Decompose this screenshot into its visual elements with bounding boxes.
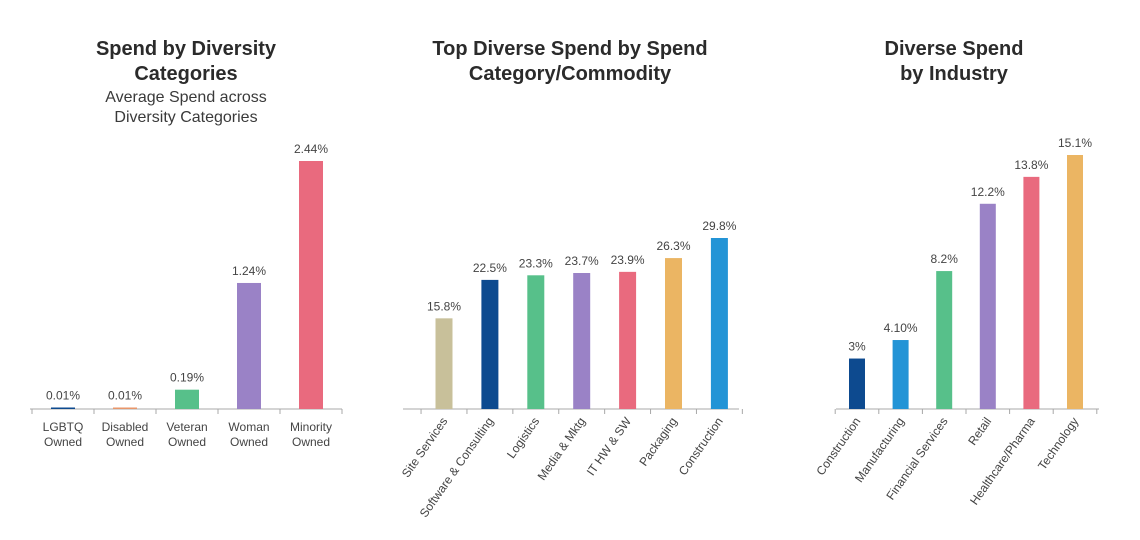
category-label: Owned xyxy=(230,435,268,449)
bar xyxy=(175,389,199,409)
bar xyxy=(573,273,591,409)
data-label: 23.3% xyxy=(519,256,553,270)
category-label: Owned xyxy=(44,435,82,449)
bar xyxy=(619,271,637,409)
chart-1: Spend by Diversity Categories Average Spen… xyxy=(30,38,343,449)
bar xyxy=(892,340,909,409)
data-label: 0.19% xyxy=(170,371,204,385)
bar xyxy=(1067,155,1083,409)
category-label: Veteran xyxy=(166,420,207,434)
chart-3: Diverse Spend by Industry 3% Construction 4.… xyxy=(813,38,1099,507)
category-label: Logistics xyxy=(504,415,542,461)
category-label: Retail xyxy=(965,415,994,448)
data-label: 23.7% xyxy=(565,254,599,268)
data-label: 1.24% xyxy=(232,264,266,278)
category-label: Media & Mktg xyxy=(535,415,589,483)
category-label: Disabled xyxy=(102,420,149,434)
bar xyxy=(435,318,453,409)
bar xyxy=(481,279,499,409)
category-label: Woman xyxy=(228,420,269,434)
category-label: LGBTQ xyxy=(43,420,84,434)
bar xyxy=(527,275,545,409)
bar xyxy=(665,258,682,409)
bar xyxy=(936,271,953,409)
category-label: Site Services xyxy=(399,415,451,480)
category-label: Technology xyxy=(1035,415,1081,473)
chart-title: Diverse Spend xyxy=(885,38,1024,60)
data-label: 15.8% xyxy=(427,299,461,313)
category-label: Owned xyxy=(292,435,330,449)
data-label: 8.2% xyxy=(931,252,959,266)
bar xyxy=(849,358,865,409)
chart-title: Categories xyxy=(134,63,237,85)
bar xyxy=(51,407,75,409)
data-label: 0.01% xyxy=(46,389,80,403)
category-label: Owned xyxy=(106,435,144,449)
chart-title: Top Diverse Spend by Spend xyxy=(432,38,707,60)
bar xyxy=(113,407,137,409)
data-label: 12.2% xyxy=(971,185,1005,199)
category-label: Packaging xyxy=(636,415,680,469)
category-label: Minority xyxy=(290,420,332,434)
chart-title: Category/Commodity xyxy=(469,63,672,85)
bar xyxy=(237,282,261,409)
data-label: 15.1% xyxy=(1058,136,1092,150)
bar xyxy=(299,161,323,409)
data-label: 29.8% xyxy=(702,219,736,233)
bar xyxy=(1023,176,1040,409)
data-label: 26.3% xyxy=(656,239,690,253)
data-label: 13.8% xyxy=(1014,158,1048,172)
chart-title: by Industry xyxy=(900,63,1009,85)
category-label: Construction xyxy=(676,415,726,478)
category-label: Construction xyxy=(813,415,863,478)
chart-subtitle: Average Spend across xyxy=(105,89,267,106)
data-label: 0.01% xyxy=(108,389,142,403)
chart-subtitle: Diversity Categories xyxy=(114,109,257,126)
category-label: Owned xyxy=(168,435,206,449)
data-label: 2.44% xyxy=(294,142,328,156)
chart-title: Spend by Diversity xyxy=(96,38,277,60)
data-label: 22.5% xyxy=(473,261,507,275)
data-label: 4.10% xyxy=(884,321,918,335)
data-label: 23.9% xyxy=(611,253,645,267)
data-label: 3% xyxy=(848,340,866,354)
chart-2: Top Diverse Spend by Spend Category/Commo… xyxy=(399,38,743,520)
bar xyxy=(979,203,996,409)
category-label: IT HW & SW xyxy=(584,414,635,478)
bar xyxy=(710,238,728,409)
